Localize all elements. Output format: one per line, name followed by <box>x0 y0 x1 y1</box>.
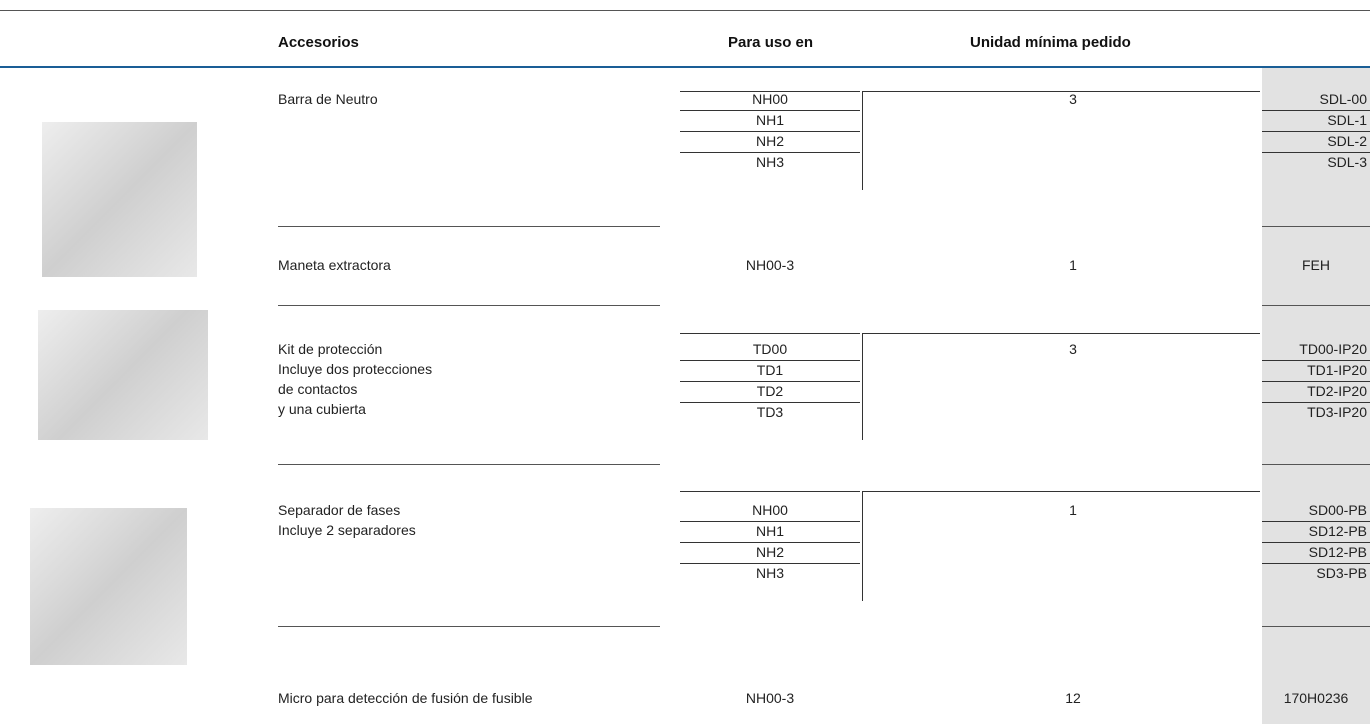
code-rule <box>1262 152 1370 153</box>
use-item: TD1 <box>756 362 784 378</box>
use-rule <box>680 521 860 522</box>
use-item: NH00 <box>752 91 788 107</box>
use-rule <box>680 333 860 334</box>
product-image <box>42 122 197 277</box>
product-image <box>30 508 187 665</box>
column-header: Accesorios <box>278 34 359 51</box>
use-rule <box>680 360 860 361</box>
code-rule <box>1262 542 1370 543</box>
use-rule <box>680 402 860 403</box>
min-order: 3 <box>1069 341 1077 357</box>
use-item: NH00-3 <box>745 690 795 706</box>
order-code: SD12-PB <box>1308 544 1367 560</box>
code-rule <box>1262 381 1370 382</box>
row-separator <box>1262 464 1370 465</box>
use-rule <box>680 131 860 132</box>
order-code: SDL-00 <box>1319 91 1367 107</box>
row-separator <box>278 226 660 227</box>
description: Separador de fases <box>278 502 401 518</box>
header-rule <box>0 66 1370 68</box>
box-rule <box>862 333 1260 334</box>
order-code: FEH <box>1302 257 1330 273</box>
use-rule <box>680 563 860 564</box>
order-code: TD3-IP20 <box>1307 404 1367 420</box>
use-rule <box>680 152 860 153</box>
description: Barra de Neutro <box>278 91 378 107</box>
row-separator <box>1262 305 1370 306</box>
description: Incluye dos protecciones <box>278 361 433 377</box>
column-header: Unidad mínima pedido <box>970 34 1131 51</box>
use-rule <box>680 542 860 543</box>
min-order: 3 <box>1069 91 1077 107</box>
use-rule <box>680 381 860 382</box>
box-rule <box>862 491 863 601</box>
product-image <box>38 310 208 440</box>
use-item: NH1 <box>755 523 785 539</box>
use-item: TD2 <box>756 383 784 399</box>
use-rule <box>680 110 860 111</box>
use-item: TD3 <box>756 404 784 420</box>
use-rule <box>680 91 860 92</box>
use-item: TD00 <box>752 341 788 357</box>
order-code: SD3-PB <box>1316 565 1367 581</box>
row-separator <box>278 305 660 306</box>
row-separator <box>1262 226 1370 227</box>
use-item: NH2 <box>755 544 785 560</box>
order-code: SD00-PB <box>1308 502 1367 518</box>
description: Incluye 2 separadores <box>278 522 416 538</box>
description: y una cubierta <box>278 401 366 417</box>
order-code: TD00-IP20 <box>1299 341 1367 357</box>
description: de contactos <box>278 381 358 397</box>
description: Micro para detección de fusión de fusibl… <box>278 690 533 706</box>
use-item: NH00 <box>752 502 788 518</box>
top-rule <box>0 10 1370 11</box>
use-item: NH3 <box>755 154 785 170</box>
box-rule <box>862 333 863 440</box>
code-rule <box>1262 563 1370 564</box>
use-item: NH1 <box>755 112 785 128</box>
code-rule <box>1262 131 1370 132</box>
use-item: NH00-3 <box>745 257 795 273</box>
order-code: TD2-IP20 <box>1307 383 1367 399</box>
box-rule <box>862 91 863 190</box>
code-rule <box>1262 110 1370 111</box>
column-header: Para uso en <box>728 34 814 51</box>
description: Kit de protección <box>278 341 383 357</box>
row-separator <box>278 464 660 465</box>
order-code: SDL-3 <box>1327 154 1367 170</box>
code-rule <box>1262 402 1370 403</box>
code-rule <box>1262 521 1370 522</box>
use-rule <box>680 491 860 492</box>
order-code: SDL-1 <box>1327 112 1367 128</box>
min-order: 12 <box>1065 690 1081 706</box>
min-order: 1 <box>1069 257 1077 273</box>
order-code: SD12-PB <box>1308 523 1367 539</box>
row-separator <box>1262 626 1370 627</box>
box-rule <box>862 91 1260 92</box>
order-code: TD1-IP20 <box>1307 362 1367 378</box>
order-code: 170H0236 <box>1283 690 1349 706</box>
order-code: SDL-2 <box>1327 133 1367 149</box>
use-item: NH2 <box>755 133 785 149</box>
code-column <box>1262 68 1370 724</box>
box-rule <box>862 491 1260 492</box>
min-order: 1 <box>1069 502 1077 518</box>
row-separator <box>278 626 660 627</box>
code-rule <box>1262 360 1370 361</box>
description: Maneta extractora <box>278 257 391 273</box>
use-item: NH3 <box>755 565 785 581</box>
